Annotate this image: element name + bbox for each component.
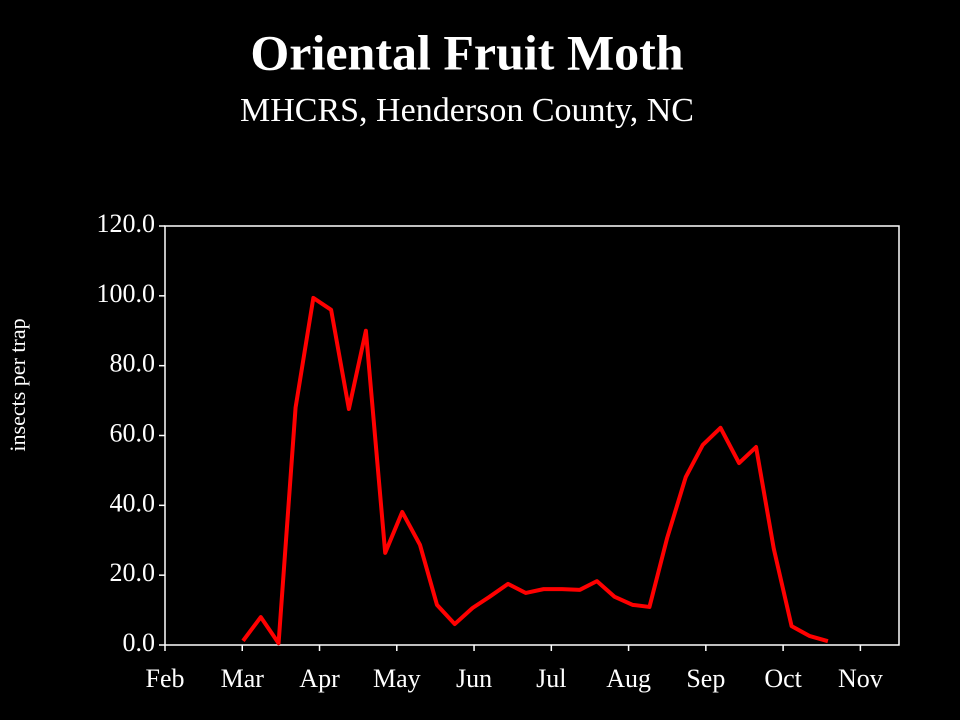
y-tick-label: 40.0 [110,488,156,517]
x-tick-label: Aug [606,664,651,693]
y-tick-label: 0.0 [123,628,156,657]
x-tick-label: Jun [456,664,492,693]
x-tick-label: Sep [686,664,725,693]
y-tick-label: 20.0 [110,558,156,587]
x-tick-label: Nov [838,664,883,693]
y-tick-label: 120.0 [97,209,156,238]
y-tick-label: 80.0 [110,349,156,378]
x-tick-label: Jul [536,664,566,693]
x-tick-label: Oct [764,664,802,693]
y-tick-label: 100.0 [97,279,156,308]
chart-title: Oriental Fruit Moth [250,24,683,80]
y-tick-label: 60.0 [110,418,156,447]
x-tick-label: May [373,664,421,693]
x-tick-label: Mar [221,664,265,693]
plot-frame [164,225,900,646]
x-tick-label: Feb [146,664,185,693]
x-tick-label: Apr [299,664,340,693]
y-axis-label: insects per trap [5,318,30,451]
data-line [241,295,829,646]
chart-subtitle: MHCRS, Henderson County, NC [240,92,694,129]
